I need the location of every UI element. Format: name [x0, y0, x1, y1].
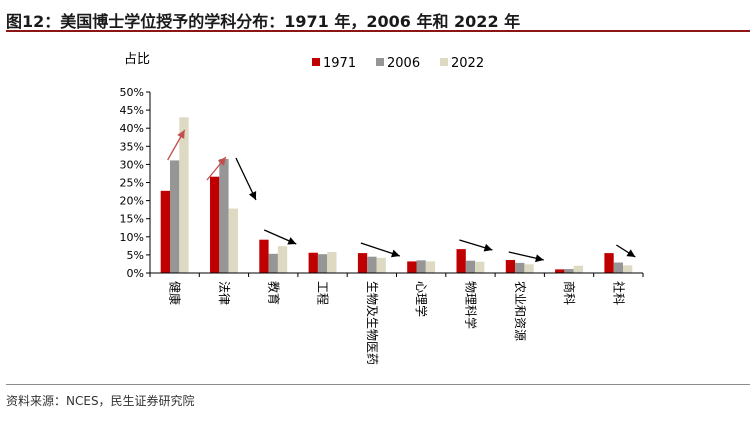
bar-2022 [179, 117, 189, 273]
bar-2022 [277, 246, 288, 273]
y-tick-label: 5% [127, 249, 144, 262]
y-tick-label: 20% [120, 195, 144, 208]
down-arrow [360, 242, 401, 258]
bar-2006 [367, 256, 377, 273]
up-arrow [206, 156, 227, 181]
bar-2006 [613, 262, 623, 273]
down-arrow [459, 239, 493, 252]
bar-2022 [327, 252, 337, 273]
legend-swatch [312, 58, 320, 66]
bar-2006 [219, 158, 229, 273]
y-tick-label: 0% [127, 267, 144, 280]
y-tick-label: 45% [120, 104, 144, 117]
up-arrow [167, 129, 186, 161]
category-label: 教育 [266, 281, 281, 305]
category-label: 商科 [562, 281, 577, 305]
legend-swatch [440, 58, 448, 66]
x-axis: 健康 法律 教育 工程 生物及生物医药 心理学 物理科学 农业和资源 商科 社科 [149, 272, 644, 365]
y-tick-label: 40% [120, 122, 144, 135]
bars [160, 117, 633, 273]
bar-2006 [564, 269, 574, 273]
category-label: 工程 [316, 281, 331, 305]
bar-2006 [268, 253, 278, 273]
bar-1971 [456, 249, 466, 273]
down-arrow [235, 157, 257, 201]
down-arrow [616, 244, 636, 258]
down-arrow [508, 251, 544, 263]
y-axis-label: 占比 [124, 52, 150, 67]
bar-1971 [308, 252, 318, 273]
category-label: 农业和资源 [513, 281, 527, 341]
bar-2022 [425, 261, 436, 273]
bar-1971 [160, 190, 170, 273]
legend-label: 2022 [451, 56, 484, 71]
category-label: 心理学 [414, 281, 429, 317]
bar-2006 [170, 160, 180, 273]
bar-2022 [573, 265, 583, 273]
y-tick-label: 50% [120, 86, 144, 99]
y-tick-label: 35% [120, 140, 144, 153]
bar-1971 [505, 259, 516, 273]
bar-2006 [465, 260, 476, 273]
source-note: 资料来源：NCES，民生证券研究院 [6, 394, 195, 408]
bar-1971 [555, 269, 565, 273]
bar-2006 [515, 262, 525, 273]
bar-2022 [228, 208, 238, 273]
bar-1971 [357, 253, 368, 273]
legend-label: 1971 [323, 56, 356, 71]
down-arrow [263, 229, 297, 245]
bar-1971 [259, 239, 269, 273]
legend-label: 2006 [387, 56, 420, 71]
legend-swatch [376, 58, 384, 66]
category-label: 法律 [217, 281, 231, 305]
bar-1971 [604, 253, 614, 273]
trend-arrows [167, 129, 636, 263]
bar-2006 [416, 260, 426, 273]
bar-1971 [407, 261, 417, 273]
legend: 1971 2006 2022 [312, 56, 484, 71]
category-label: 生物及生物医药 [365, 281, 379, 365]
bar-2022 [475, 261, 485, 273]
bar-2006 [317, 254, 328, 273]
y-tick-label: 30% [120, 158, 144, 171]
category-label: 社科 [611, 281, 626, 305]
bar-2022 [623, 265, 633, 273]
y-axis: 0% 5% 10% 15% 20% 25% 30% 35% 40% 45% 50% [120, 86, 151, 280]
figure-title: 图12：美国博士学位授予的学科分布：1971 年，2006 年和 2022 年 [6, 12, 521, 31]
footer-divider [6, 384, 750, 385]
bar-2022 [376, 257, 386, 273]
y-tick-label: 15% [120, 213, 144, 226]
bar-1971 [210, 176, 220, 273]
bar-2022 [524, 264, 534, 273]
category-label: 健康 [168, 281, 183, 305]
y-tick-label: 25% [120, 177, 144, 190]
y-tick-label: 10% [120, 231, 144, 244]
title-divider [6, 30, 750, 32]
category-label: 物理科学 [463, 281, 478, 329]
